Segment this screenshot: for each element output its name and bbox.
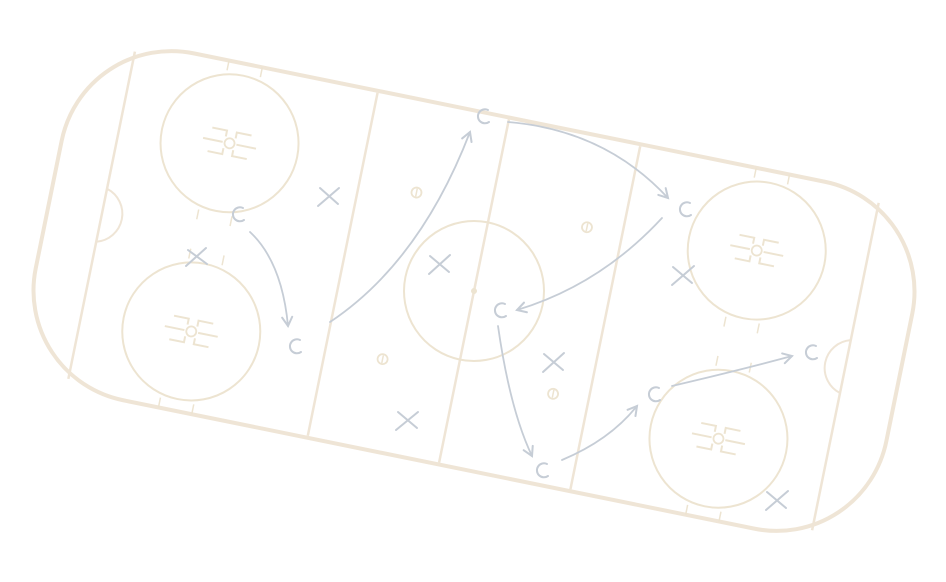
faceoff-spot-icon [410,186,423,199]
C-shaped-skater-icon [476,108,490,125]
goal-line-right [810,202,880,531]
faceoff-spot-icon [547,387,559,400]
center-faceoff-dot [471,288,477,294]
faceoff-spot-icon [376,353,389,366]
faceoff-circle-left-top [159,60,300,227]
x-defender-icon [765,490,789,511]
blue-line-right [569,145,642,490]
x-defender-icon [185,247,208,267]
offense-players [231,108,818,479]
x-defender-icon [395,411,419,431]
x-defender-icon [317,187,340,207]
blue-line-left [306,92,379,437]
arrow-6 [561,404,639,461]
faceoff-circle-right-bottom [648,355,789,522]
x-defender-icon [671,265,695,286]
arrow-7 [671,352,794,387]
goal-crease-left [96,187,124,243]
C-shaped-skater-icon [493,302,507,319]
pass-arrows [249,121,794,461]
faceoff-spot-icon [581,221,593,234]
defense-players [185,187,789,511]
arrow-4 [515,217,663,314]
C-shaped-skater-icon [288,338,302,355]
goal-line-left [67,51,137,380]
C-shaped-skater-icon [535,462,549,479]
C-shaped-skater-icon [678,201,692,218]
goal-crease-right [823,339,851,394]
rink [31,49,917,533]
faceoff-circle-right-top [686,167,827,334]
C-shaped-skater-icon [647,386,661,403]
arrow-3 [507,121,670,200]
arrow-5 [497,325,534,458]
x-defender-icon [428,254,451,275]
center-faceoff-circle [403,220,545,362]
faceoff-circle-left-bottom [121,248,262,415]
arrow-1 [249,231,294,329]
C-shaped-skater-icon [804,344,818,361]
C-shaped-skater-icon [231,206,245,223]
arrow-2 [329,130,473,323]
x-defender-icon [542,352,565,373]
rink-boards [31,49,917,533]
